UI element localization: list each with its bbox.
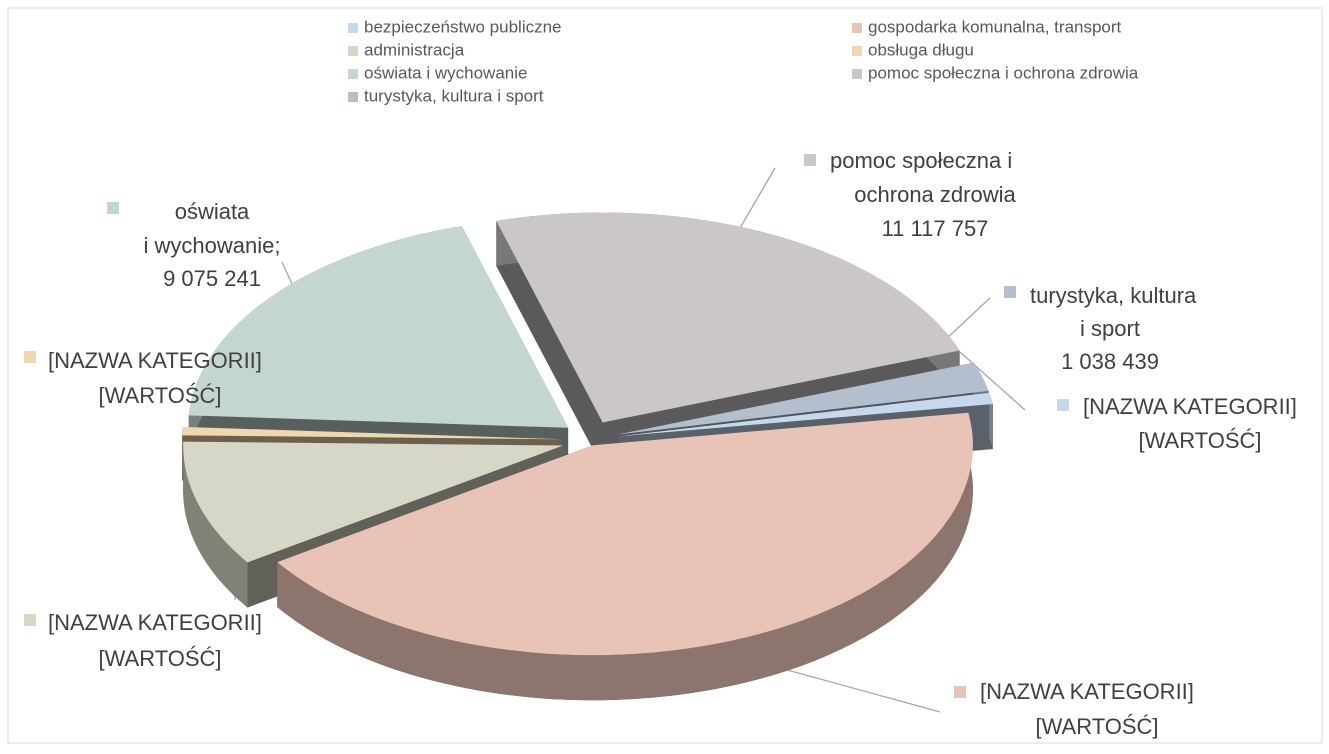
data-label-swatch <box>804 154 816 166</box>
data-label-name: pomoc społeczna i <box>830 148 1012 173</box>
data-label-swatch <box>24 351 36 363</box>
legend-swatch <box>348 69 358 79</box>
slice <box>188 226 569 428</box>
slice <box>496 212 960 423</box>
data-label-value: 1 038 439 <box>1061 349 1159 374</box>
legend-label: turystyka, kultura i sport <box>364 86 544 105</box>
data-label-name: i sport <box>1080 316 1140 341</box>
leader-line <box>944 297 991 341</box>
data-label-swatch <box>107 202 119 214</box>
slice-wall <box>496 220 603 468</box>
data-label-swatch <box>1057 399 1069 411</box>
legend-swatch <box>348 23 358 33</box>
legend-label: administracja <box>364 40 465 59</box>
data-label-value: [WARTOŚĆ] <box>98 383 221 408</box>
slice-edge <box>277 412 973 701</box>
data-label-name: [NAZWA KATEGORII] <box>1083 394 1297 419</box>
slice <box>182 426 563 440</box>
slice-tops <box>182 212 993 656</box>
slice-edge <box>989 392 993 449</box>
data-label-name: [NAZWA KATEGORII] <box>980 679 1194 704</box>
legend-label: pomoc społeczna i ochrona zdrowia <box>868 63 1139 82</box>
leader-line <box>779 667 941 713</box>
data-label-name: [NAZWA KATEGORII] <box>48 348 262 373</box>
slice <box>617 392 993 437</box>
data-label-swatch <box>954 686 966 698</box>
data-label-value: [WARTOŚĆ] <box>98 646 221 671</box>
leader-line <box>959 351 1026 411</box>
data-label-swatch <box>1004 286 1016 298</box>
legend-swatch <box>348 46 358 56</box>
legend-label: obsługa długu <box>868 40 974 59</box>
data-label-swatch <box>24 614 36 626</box>
legend-swatch <box>852 46 862 56</box>
data-label-value: [WARTOŚĆ] <box>1138 428 1261 453</box>
data-label-value: [WARTOŚĆ] <box>1035 714 1158 739</box>
legend-swatch <box>852 23 862 33</box>
data-label-name: oświata <box>175 199 250 224</box>
data-label-name: ochrona zdrowia <box>854 182 1016 207</box>
legend-swatch <box>852 69 862 79</box>
data-label-value: 9 075 241 <box>163 266 261 291</box>
legend-label: oświata i wychowanie <box>364 63 527 82</box>
legend-label: gospodarka komunalna, transport <box>868 17 1122 36</box>
data-label-name: turystyka, kultura <box>1030 283 1197 308</box>
slice-edge <box>182 426 183 481</box>
data-label-value: 11 117 757 <box>882 216 989 241</box>
slice <box>616 362 989 435</box>
legend-swatch <box>348 92 358 102</box>
data-label-name: [NAZWA KATEGORII] <box>48 610 262 635</box>
slice-edge <box>183 441 248 608</box>
legend-label: bezpieczeństwo publiczne <box>364 17 562 36</box>
slice <box>277 412 973 656</box>
data-label-name: i wychowanie; <box>144 233 281 258</box>
slice <box>183 441 564 563</box>
